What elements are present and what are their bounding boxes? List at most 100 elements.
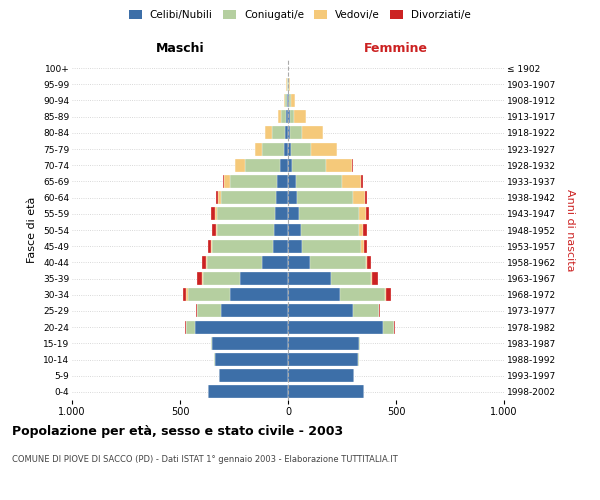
Bar (362, 224, 367, 236)
Bar (379, 304, 380, 318)
Bar (223, 175, 224, 188)
Bar (277, 175, 288, 188)
Bar (197, 304, 221, 318)
Bar (340, 288, 385, 301)
Bar (364, 240, 367, 252)
Bar (367, 256, 371, 269)
Bar (299, 208, 359, 220)
Bar (284, 142, 288, 156)
Bar (288, 224, 301, 236)
Text: COMUNE DI PIOVE DI SACCO (PD) - Dati ISTAT 1° gennaio 2003 - Elaborazione TUTTIT: COMUNE DI PIOVE DI SACCO (PD) - Dati IST… (12, 455, 398, 464)
Bar (288, 191, 296, 204)
Bar (241, 272, 288, 285)
Bar (218, 191, 221, 204)
Bar (215, 224, 217, 236)
Bar (359, 337, 361, 350)
Bar (290, 126, 302, 140)
Bar (211, 337, 212, 350)
Bar (302, 240, 361, 252)
Bar (230, 175, 277, 188)
Bar (197, 272, 202, 285)
Bar (286, 110, 288, 123)
Bar (280, 159, 288, 172)
Bar (326, 159, 352, 172)
Bar (273, 240, 288, 252)
Bar (281, 110, 286, 123)
Bar (202, 272, 203, 285)
Bar (287, 94, 288, 107)
Bar (276, 191, 288, 204)
Bar (187, 320, 195, 334)
Bar (310, 256, 366, 269)
Bar (366, 208, 369, 220)
Bar (208, 240, 211, 252)
Bar (288, 369, 354, 382)
Bar (217, 224, 274, 236)
Y-axis label: Fasce di età: Fasce di età (28, 197, 37, 263)
Bar (221, 191, 276, 204)
Bar (254, 142, 262, 156)
Bar (183, 288, 187, 301)
Text: Popolazione per età, sesso e stato civile - 2003: Popolazione per età, sesso e stato civil… (12, 425, 343, 438)
Bar (188, 288, 230, 301)
Bar (206, 256, 207, 269)
Bar (215, 353, 288, 366)
Bar (288, 304, 353, 318)
Bar (383, 320, 394, 334)
Bar (366, 256, 367, 269)
Bar (187, 288, 188, 301)
Bar (290, 110, 294, 123)
Bar (288, 126, 290, 140)
Bar (288, 256, 310, 269)
Bar (365, 191, 367, 204)
Bar (211, 240, 212, 252)
Bar (219, 369, 288, 382)
Bar (331, 272, 371, 285)
Bar (203, 272, 241, 285)
Bar (285, 126, 288, 140)
Bar (207, 256, 262, 269)
Bar (217, 208, 275, 220)
Bar (361, 175, 362, 188)
Bar (291, 94, 295, 107)
Text: Femmine: Femmine (364, 42, 428, 55)
Bar (262, 256, 288, 269)
Bar (185, 320, 186, 334)
Bar (288, 288, 340, 301)
Bar (288, 320, 383, 334)
Bar (342, 175, 361, 188)
Bar (359, 208, 366, 220)
Bar (235, 159, 245, 172)
Bar (359, 224, 362, 236)
Bar (215, 208, 217, 220)
Bar (386, 288, 391, 301)
Bar (288, 110, 290, 123)
Bar (353, 304, 379, 318)
Bar (275, 208, 288, 220)
Bar (288, 353, 358, 366)
Bar (361, 240, 364, 252)
Bar (202, 256, 206, 269)
Bar (212, 224, 215, 236)
Bar (195, 320, 288, 334)
Bar (212, 240, 273, 252)
Bar (296, 191, 353, 204)
Bar (296, 175, 342, 188)
Bar (215, 191, 218, 204)
Bar (371, 272, 372, 285)
Bar (385, 288, 386, 301)
Bar (224, 175, 230, 188)
Bar (272, 126, 285, 140)
Bar (196, 304, 197, 318)
Bar (301, 224, 359, 236)
Bar (288, 337, 359, 350)
Bar (221, 304, 288, 318)
Bar (372, 272, 377, 285)
Bar (288, 159, 292, 172)
Bar (230, 288, 288, 301)
Bar (292, 159, 326, 172)
Bar (274, 224, 288, 236)
Y-axis label: Anni di nascita: Anni di nascita (565, 188, 575, 271)
Bar (278, 110, 281, 123)
Bar (302, 126, 323, 140)
